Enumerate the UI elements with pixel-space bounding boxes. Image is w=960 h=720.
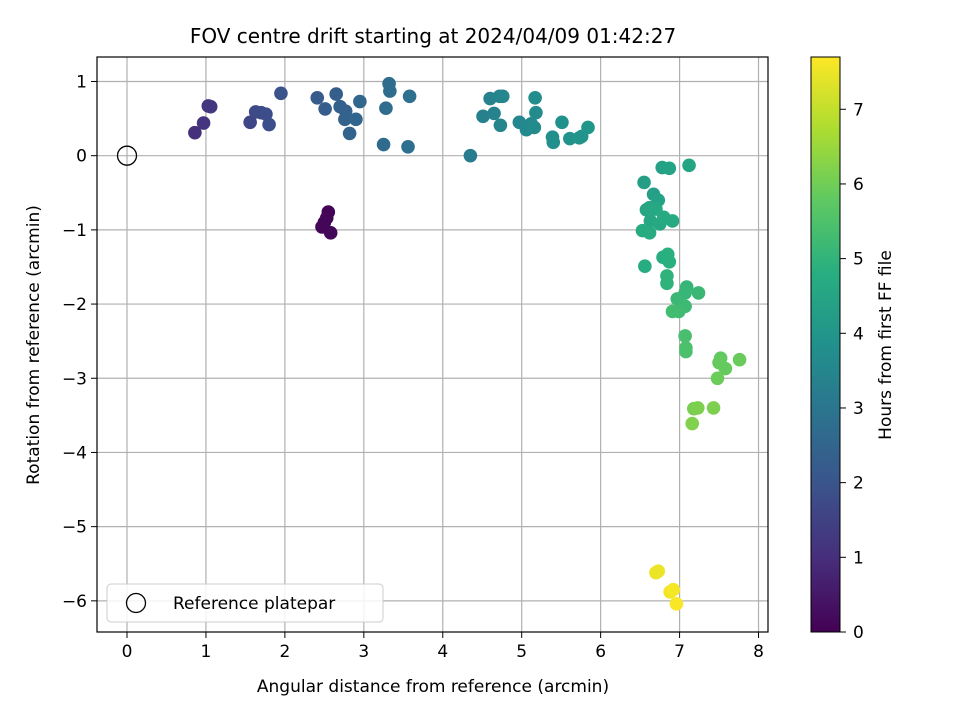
- data-point: [463, 148, 478, 163]
- data-point: [259, 107, 273, 121]
- data-point: [203, 99, 218, 114]
- y-tick-label: −5: [62, 518, 87, 538]
- data-point: [546, 135, 561, 150]
- data-point: [318, 102, 332, 116]
- reference-circle: [116, 145, 138, 166]
- data-point: [685, 416, 700, 431]
- data-point: [188, 125, 202, 140]
- y-axis-label: Rotation from reference (arcmin): [24, 205, 44, 485]
- data-point: [732, 352, 747, 367]
- data-point: [274, 86, 288, 101]
- data-point: [682, 158, 696, 173]
- y-tick-label: −3: [62, 369, 87, 389]
- colorbar-tick-label: 4: [853, 324, 864, 344]
- data-point: [660, 276, 674, 291]
- reference-marker: [116, 145, 138, 166]
- colorbar-tick-label: 0: [853, 623, 864, 643]
- data-point: [262, 117, 276, 132]
- colorbar-tick-label: 1: [853, 548, 864, 568]
- data-point: [638, 259, 652, 274]
- y-tick-label: −1: [62, 221, 87, 241]
- data-point: [353, 94, 367, 109]
- data-point: [527, 120, 542, 135]
- x-axis-ticks: 0 1 2 3 4 5 6 7 8: [122, 632, 764, 662]
- x-tick-label: 1: [201, 642, 212, 662]
- data-point: [690, 401, 705, 415]
- y-axis-ticks: −6 −5 −4 −3 −2 −1 0 1: [62, 72, 97, 612]
- x-axis-label: Angular distance from reference (arcmin): [257, 677, 609, 697]
- data-point: [555, 115, 569, 130]
- data-point: [691, 286, 706, 300]
- data-point: [528, 91, 542, 105]
- data-point: [662, 254, 677, 269]
- data-point: [476, 109, 490, 124]
- colorbar-gradient: [810, 56, 841, 633]
- data-point: [665, 214, 680, 228]
- data-point: [379, 101, 393, 115]
- data-point: [669, 597, 684, 611]
- y-tick-label: 0: [76, 147, 87, 167]
- colorbar-tick-label: 6: [853, 175, 864, 195]
- data-point: [637, 175, 651, 190]
- legend-marker: [125, 592, 147, 614]
- data-point: [710, 371, 725, 386]
- data-point: [196, 116, 211, 130]
- data-point: [349, 112, 363, 127]
- colorbar-tick-label: 3: [853, 399, 864, 419]
- colorbar-ticks: 0 1 2 3 4 5 6 7: [840, 100, 864, 643]
- data-point: [678, 329, 692, 343]
- data-point: [338, 112, 352, 127]
- data-point: [662, 161, 677, 176]
- data-point: [581, 120, 595, 135]
- data-point: [679, 344, 693, 359]
- data-point: [323, 226, 338, 240]
- colorbar: 0 1 2 3 4 5 6 7 Hours from first FF file: [810, 56, 896, 643]
- grid-lines: [97, 57, 768, 632]
- data-point: [666, 582, 681, 597]
- data-point: [376, 137, 391, 152]
- data-point: [642, 226, 657, 240]
- x-tick-label: 6: [595, 642, 606, 662]
- x-tick-label: 8: [753, 642, 764, 662]
- x-tick-label: 7: [674, 642, 685, 662]
- data-point: [706, 401, 721, 415]
- legend-entry-reference: Reference platepar: [173, 594, 335, 614]
- data-point: [495, 89, 510, 104]
- colorbar-tick-label: 7: [853, 100, 864, 120]
- data-point: [402, 89, 417, 104]
- colorbar-label: Hours from first FF file: [876, 250, 896, 440]
- data-point: [243, 115, 257, 130]
- legend-box: [106, 583, 384, 623]
- data-point: [649, 565, 663, 580]
- y-tick-label: −6: [62, 592, 87, 612]
- y-tick-label: −4: [62, 443, 87, 463]
- y-tick-label: −2: [62, 295, 87, 315]
- data-point: [493, 118, 508, 133]
- data-point: [718, 361, 733, 376]
- data-point: [487, 106, 501, 121]
- data-point: [329, 87, 343, 101]
- x-tick-label: 2: [279, 642, 290, 662]
- colorbar-tick-label: 2: [853, 474, 864, 494]
- x-tick-label: 3: [358, 642, 369, 662]
- colorbar-tick-label: 5: [853, 250, 864, 270]
- data-point: [383, 84, 397, 98]
- x-tick-label: 5: [516, 642, 527, 662]
- x-tick-label: 4: [437, 642, 448, 662]
- data-points: [188, 76, 747, 611]
- plot-frame: [96, 56, 769, 633]
- y-tick-label: 1: [76, 72, 87, 92]
- data-point: [342, 126, 357, 141]
- chart-title: FOV centre drift starting at 2024/04/09 …: [190, 24, 676, 48]
- data-point: [310, 91, 325, 105]
- data-point: [529, 105, 543, 120]
- data-point: [665, 304, 680, 319]
- x-tick-label: 0: [122, 642, 133, 662]
- legend: Reference platepar: [106, 583, 384, 623]
- data-point: [401, 139, 415, 154]
